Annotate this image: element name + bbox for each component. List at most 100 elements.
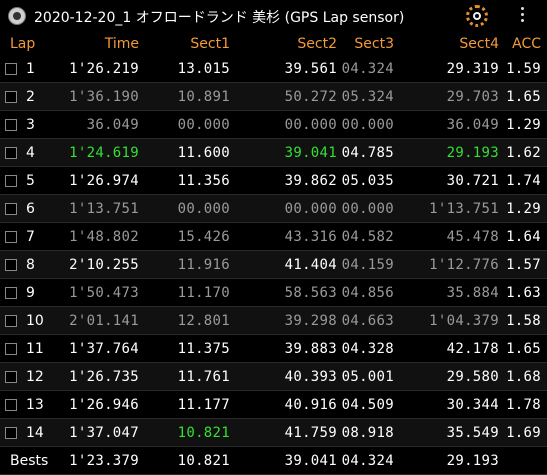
lap-time: 1'24.619 — [69, 144, 139, 161]
header-sect3: Sect3 — [354, 36, 394, 52]
table-row[interactable]: 13 1'26.946 11.177 40.916 04.509 30.344 1.78 — [0, 391, 547, 419]
sect3: 00.000 — [341, 200, 394, 217]
sect4: 30.721 — [446, 172, 499, 189]
lap-checkbox[interactable] — [5, 343, 17, 355]
sect2: 39.298 — [284, 312, 337, 329]
sect4: 1'13.751 — [429, 200, 499, 217]
table-row[interactable]: 12 1'26.735 11.761 40.393 05.001 29.580 1.68 — [0, 363, 547, 391]
lap-number: 3 — [26, 116, 35, 133]
lap-number: 8 — [26, 256, 35, 273]
lap-time: 1'13.751 — [69, 200, 139, 217]
sect1: 00.000 — [177, 200, 230, 217]
lap-time: 2'10.255 — [69, 256, 139, 273]
table-row[interactable]: 6 1'13.751 00.000 00.000 00.000 1'13.751 1.29 — [0, 195, 547, 223]
sect3: 05.001 — [341, 368, 394, 385]
sect3: 04.663 — [341, 312, 394, 329]
lap-number: 10 — [26, 312, 44, 329]
sect1: 11.761 — [177, 368, 230, 385]
table-row[interactable]: 4 1'24.619 11.600 39.041 04.785 29.193 1.62 — [0, 139, 547, 167]
sect1: 10.891 — [177, 88, 230, 105]
lap-checkbox[interactable] — [5, 315, 17, 327]
header-sect1: Sect1 — [190, 36, 230, 52]
lap-number: 2 — [26, 88, 35, 105]
lap-checkbox[interactable] — [5, 259, 17, 271]
gps-signal-icon[interactable] — [466, 5, 488, 27]
acc: 1.57 — [506, 256, 541, 273]
lap-checkbox[interactable] — [5, 371, 17, 383]
acc: 1.65 — [506, 340, 541, 357]
best-sect3: 04.324 — [341, 452, 394, 469]
lap-time: 1'50.473 — [69, 284, 139, 301]
sect4: 30.344 — [446, 396, 499, 413]
table-row[interactable]: 2 1'36.190 10.891 50.272 05.324 29.703 1.65 — [0, 83, 547, 111]
lap-checkbox[interactable] — [5, 231, 17, 243]
lap-time: 1'36.190 — [69, 88, 139, 105]
sect2: 40.916 — [284, 396, 337, 413]
table-row[interactable]: 14 1'37.047 10.821 41.759 08.918 35.549 1.69 — [0, 419, 547, 447]
header-time: Time — [104, 36, 139, 52]
lap-time: 1'48.802 — [69, 228, 139, 245]
sect1: 11.356 — [177, 172, 230, 189]
lap-time: 1'37.047 — [69, 424, 139, 441]
acc: 1.64 — [506, 228, 541, 245]
lap-number: 11 — [26, 340, 44, 357]
lap-checkbox[interactable] — [5, 63, 17, 75]
table-row[interactable]: 11 1'37.764 11.375 39.883 04.328 42.178 1.65 — [0, 335, 547, 363]
sect3: 04.509 — [341, 396, 394, 413]
table-row[interactable]: 1 1'26.219 13.015 39.561 04.324 29.319 1.59 — [0, 55, 547, 83]
table-row[interactable]: 5 1'26.974 11.356 39.862 05.035 30.721 1.74 — [0, 167, 547, 195]
best-time: 1'23.379 — [69, 452, 139, 469]
best-sect1: 10.821 — [177, 452, 230, 469]
sect3: 04.785 — [341, 144, 394, 161]
sect2: 50.272 — [284, 88, 337, 105]
sect1: 11.170 — [177, 284, 230, 301]
sect1: 11.375 — [177, 340, 230, 357]
sect1: 10.821 — [177, 424, 230, 441]
acc: 1.58 — [506, 312, 541, 329]
sect3: 04.324 — [341, 60, 394, 77]
sect4: 36.049 — [446, 116, 499, 133]
lap-checkbox[interactable] — [5, 91, 17, 103]
table-row[interactable]: 7 1'48.802 15.426 43.316 04.582 45.478 1.64 — [0, 223, 547, 251]
bests-label: Bests — [10, 452, 49, 469]
table-row[interactable]: 10 2'01.141 12.801 39.298 04.663 1'04.379 1.58 — [0, 307, 547, 335]
sect2: 39.862 — [284, 172, 337, 189]
sect1: 00.000 — [177, 116, 230, 133]
page-title: 2020-12-20_1 オフロードランド 美杉 (GPS Lap sensor… — [34, 10, 405, 26]
lap-checkbox[interactable] — [5, 175, 17, 187]
acc: 1.63 — [506, 284, 541, 301]
table-row[interactable]: 9 1'50.473 11.170 58.563 04.856 35.884 1.63 — [0, 279, 547, 307]
lap-number: 12 — [26, 368, 44, 385]
lap-checkbox[interactable] — [5, 203, 17, 215]
sect4: 29.580 — [446, 368, 499, 385]
sect1: 11.177 — [177, 396, 230, 413]
lap-time: 2'01.141 — [69, 312, 139, 329]
app-logo-icon — [8, 7, 26, 25]
acc: 1.69 — [506, 424, 541, 441]
title-bar: 2020-12-20_1 オフロードランド 美杉 (GPS Lap sensor… — [0, 0, 547, 32]
sect2: 41.404 — [284, 256, 337, 273]
sect1: 12.801 — [177, 312, 230, 329]
sect3: 00.000 — [341, 116, 394, 133]
lap-checkbox[interactable] — [5, 427, 17, 439]
sect1: 13.015 — [177, 60, 230, 77]
acc: 1.59 — [506, 60, 541, 77]
lap-time: 36.049 — [86, 116, 139, 133]
sect2: 40.393 — [284, 368, 337, 385]
lap-checkbox[interactable] — [5, 287, 17, 299]
lap-checkbox[interactable] — [5, 147, 17, 159]
table-row[interactable]: 3 36.049 00.000 00.000 00.000 36.049 1.29 — [0, 111, 547, 139]
acc: 1.29 — [506, 116, 541, 133]
overflow-menu-icon[interactable] — [519, 7, 525, 25]
acc: 1.74 — [506, 172, 541, 189]
sect4: 45.478 — [446, 228, 499, 245]
header-lap: Lap — [10, 36, 36, 52]
lap-checkbox[interactable] — [5, 399, 17, 411]
sect2: 00.000 — [284, 200, 337, 217]
lap-number: 6 — [26, 200, 35, 217]
sect4: 35.549 — [446, 424, 499, 441]
table-row[interactable]: 8 2'10.255 11.916 41.404 04.159 1'12.776 1.57 — [0, 251, 547, 279]
lap-number: 1 — [26, 60, 35, 77]
sect1: 11.916 — [177, 256, 230, 273]
lap-checkbox[interactable] — [5, 119, 17, 131]
